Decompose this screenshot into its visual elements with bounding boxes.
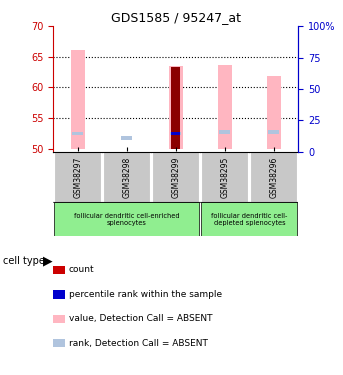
Text: GSM38299: GSM38299 <box>171 156 180 198</box>
Bar <box>201 202 297 236</box>
Bar <box>267 76 281 149</box>
Text: cell type: cell type <box>3 256 45 266</box>
Text: value, Detection Call = ABSENT: value, Detection Call = ABSENT <box>69 314 212 323</box>
Text: rank, Detection Call = ABSENT: rank, Detection Call = ABSENT <box>69 339 208 348</box>
Bar <box>172 132 180 135</box>
Text: ▶: ▶ <box>43 255 52 268</box>
Bar <box>218 65 232 149</box>
Bar <box>220 130 230 134</box>
Bar <box>103 152 150 202</box>
Bar <box>152 152 199 202</box>
Text: follicular dendritic cell-
depleted splenocytes: follicular dendritic cell- depleted sple… <box>211 213 287 226</box>
Bar <box>201 152 248 202</box>
Bar <box>72 132 83 135</box>
Bar <box>172 67 180 149</box>
Bar <box>71 50 85 149</box>
Bar <box>269 130 279 134</box>
Bar <box>54 152 101 202</box>
Text: GSM38297: GSM38297 <box>73 156 82 198</box>
Bar <box>169 66 183 149</box>
Text: follicular dendritic cell-enriched
splenocytes: follicular dendritic cell-enriched splen… <box>74 213 179 226</box>
Text: GSM38296: GSM38296 <box>269 156 279 198</box>
Text: GSM38295: GSM38295 <box>220 156 229 198</box>
Text: count: count <box>69 266 94 274</box>
Text: percentile rank within the sample: percentile rank within the sample <box>69 290 222 299</box>
Bar <box>121 136 132 140</box>
Bar <box>170 132 181 135</box>
Bar <box>54 202 199 236</box>
Bar <box>250 152 297 202</box>
Title: GDS1585 / 95247_at: GDS1585 / 95247_at <box>111 11 241 24</box>
Text: GSM38298: GSM38298 <box>122 156 131 198</box>
